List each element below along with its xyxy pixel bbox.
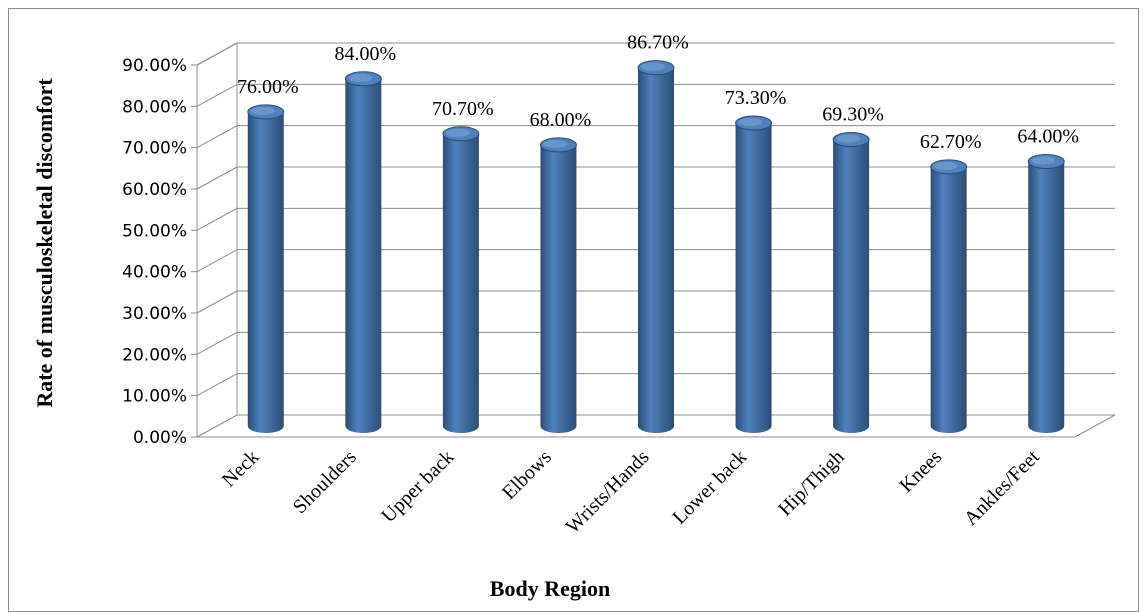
y-tick-label: 10.00% <box>122 387 187 407</box>
x-tick-label: Upper back <box>377 446 458 527</box>
y-tick-label: 30.00% <box>122 304 187 324</box>
bar-body <box>540 144 577 434</box>
bar-highlight <box>1031 156 1056 165</box>
bar <box>539 137 577 434</box>
y-tick-label: 0.00% <box>133 428 187 448</box>
y-tick-label: 80.00% <box>122 97 187 117</box>
bar-top <box>1027 153 1065 169</box>
data-label: 73.30% <box>725 87 787 109</box>
bar-top <box>442 126 480 142</box>
y-tick-label: 50.00% <box>122 221 187 241</box>
bar-body <box>930 166 967 434</box>
x-tick-label: Shoulders <box>289 446 361 518</box>
x-tick-label: Lower back <box>668 446 751 529</box>
x-axis-ticks: Neck Shoulders Upper back Elbows Wrists/Hand… <box>218 446 1044 538</box>
y-tick-label: 20.00% <box>122 345 187 365</box>
bar <box>344 71 382 434</box>
bar-highlight <box>641 62 665 71</box>
data-labels: 76.00% 84.00% 70.70% 68.00% 86.70% 73.30% 69.3… <box>237 32 1079 153</box>
bar-body <box>1028 161 1065 434</box>
data-label: 76.00% <box>237 76 299 98</box>
bar-top <box>247 104 285 120</box>
bar-top <box>539 137 577 153</box>
y-axis-title: Rate of musculoskeletal discomfort <box>32 78 57 408</box>
y-tick-label: 90.00% <box>122 56 187 76</box>
x-axis-title: Body Region <box>490 576 610 601</box>
x-tick-label: Hip/Thigh <box>774 446 848 520</box>
bar <box>637 60 675 433</box>
bar <box>1027 153 1065 434</box>
bar-highlight <box>445 128 470 137</box>
bar <box>930 159 968 434</box>
bar-body <box>345 78 382 434</box>
x-tick-label: Ankles/Feet <box>960 446 1044 530</box>
bar-highlight <box>348 73 373 82</box>
x-tick-label: Knees <box>895 446 946 497</box>
data-label: 69.30% <box>822 104 884 126</box>
bar-highlight <box>738 118 763 127</box>
data-label: 62.70% <box>920 131 982 153</box>
bar-top <box>832 132 870 148</box>
plot-walls <box>196 42 1116 438</box>
data-label: 68.00% <box>530 109 592 131</box>
bars <box>247 60 1065 434</box>
bar-highlight <box>933 161 958 170</box>
bar-highlight <box>836 134 861 143</box>
bar-highlight <box>543 139 568 148</box>
bar <box>832 132 870 434</box>
bar-body <box>735 123 772 434</box>
x-tick-label: Neck <box>218 446 263 491</box>
x-tick-label: Elbows <box>498 446 556 504</box>
bar-body <box>442 133 479 434</box>
bar <box>247 104 285 434</box>
bar-top <box>735 115 773 131</box>
y-tick-label: 60.00% <box>122 180 187 200</box>
data-label: 64.00% <box>1017 125 1079 147</box>
y-tick-label: 70.00% <box>122 139 187 159</box>
data-label: 84.00% <box>334 43 396 65</box>
bar-top <box>344 71 382 87</box>
bar-highlight <box>250 106 275 115</box>
bar-body <box>833 139 870 434</box>
bar-top <box>637 60 675 76</box>
data-label: 86.70% <box>627 32 689 54</box>
data-label: 70.70% <box>432 98 494 120</box>
x-tick-label: Wrists/Hands <box>562 446 654 538</box>
bar-top <box>930 159 968 175</box>
bar-body <box>247 111 284 434</box>
bar-body <box>638 67 674 433</box>
gridlines <box>196 42 1115 397</box>
bar <box>442 126 480 434</box>
y-tick-label: 40.00% <box>122 263 187 283</box>
bar <box>735 115 773 434</box>
y-axis-ticks: 0.00% 10.00% 20.00% 30.00% 40.00% 50.00% 60.00… <box>122 56 197 448</box>
